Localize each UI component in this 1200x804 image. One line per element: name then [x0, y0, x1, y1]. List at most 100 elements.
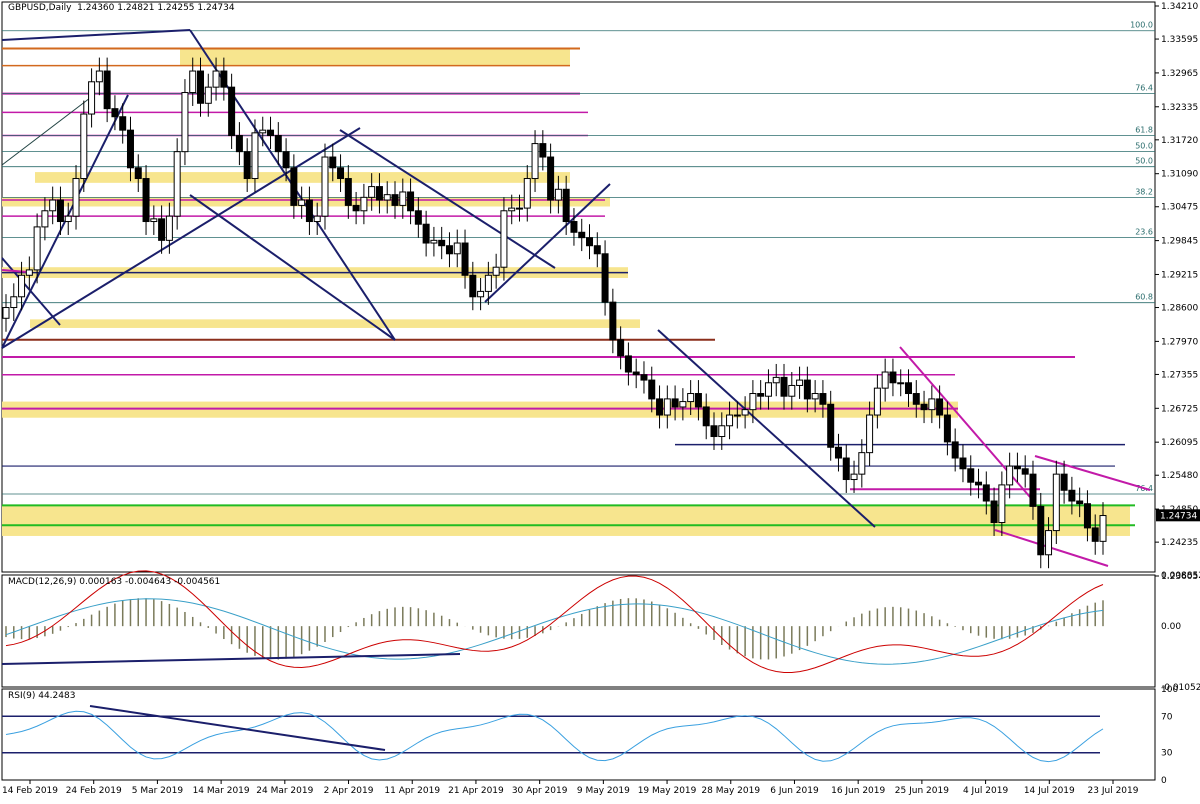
- candle-body: [150, 218, 158, 223]
- candle-body: [710, 425, 718, 438]
- fib-label-7: 60.8: [1135, 293, 1153, 302]
- candle: [1052, 460, 1060, 545]
- price-tick-label: 1.32965: [1161, 69, 1198, 79]
- fib-label-1: 76.4: [1135, 84, 1153, 93]
- candle: [663, 385, 671, 429]
- date-label: 30 Apr 2019: [512, 786, 568, 796]
- candle-body: [438, 239, 446, 247]
- candle-body: [88, 81, 96, 115]
- candle-body: [531, 143, 539, 180]
- candle: [648, 366, 656, 413]
- candle: [1021, 455, 1029, 488]
- candle-body: [827, 403, 835, 448]
- candle-body: [1037, 505, 1045, 556]
- candle: [733, 401, 741, 429]
- candle: [438, 226, 446, 260]
- candle: [189, 57, 197, 106]
- rsi-tick-label: 30: [1161, 749, 1173, 759]
- candle-body: [56, 199, 64, 223]
- candle-body: [819, 393, 827, 405]
- candle: [1037, 492, 1045, 569]
- candle-body: [103, 70, 111, 110]
- candle-body: [803, 379, 811, 400]
- candle-body: [228, 86, 236, 137]
- candle-body: [1083, 503, 1091, 529]
- price-tick-label: 1.34210: [1161, 2, 1198, 12]
- candle-body: [523, 178, 531, 209]
- candle: [1076, 487, 1084, 518]
- candle: [305, 186, 313, 235]
- candle: [181, 79, 189, 166]
- candle: [1091, 514, 1099, 555]
- candle: [422, 210, 430, 257]
- candle-body: [220, 70, 228, 88]
- candle: [617, 326, 625, 370]
- price-tick-label: 1.27355: [1161, 370, 1198, 380]
- date-label: 6 Jun 2019: [770, 786, 819, 796]
- support-zone-1: [35, 172, 570, 183]
- candle-body: [469, 274, 477, 298]
- candle: [407, 178, 415, 225]
- candle-body: [414, 210, 422, 225]
- fib-label-2: 61.8: [1135, 126, 1153, 135]
- price-tick-label: 1.24235: [1161, 538, 1198, 548]
- candle: [56, 186, 64, 235]
- candle-body: [578, 231, 586, 239]
- candle-body: [368, 186, 376, 198]
- candle: [601, 240, 609, 316]
- candle-body: [111, 108, 119, 118]
- candle-body: [920, 403, 928, 411]
- candle-body: [508, 207, 516, 212]
- candle: [49, 186, 57, 225]
- candle: [321, 143, 329, 230]
- candle-body: [897, 382, 905, 385]
- candle: [515, 194, 523, 222]
- candle: [508, 194, 516, 225]
- candle: [290, 154, 298, 219]
- macd-tick-label: -0.010529: [1161, 683, 1200, 693]
- candle-body: [407, 191, 415, 212]
- date-label: 2 Apr 2019: [324, 786, 374, 796]
- panel-frame-0: [1, 1, 1156, 573]
- candle-body: [936, 398, 944, 416]
- candle: [399, 178, 407, 219]
- price-tick-label: 1.29845: [1161, 237, 1198, 247]
- candle: [656, 385, 664, 429]
- candle: [220, 57, 228, 101]
- candle-body: [344, 178, 352, 206]
- candle: [95, 57, 103, 96]
- candle: [197, 57, 205, 117]
- candle-body: [648, 379, 656, 400]
- support-zone-4: [30, 319, 640, 328]
- candle-body: [197, 70, 205, 104]
- candle: [1029, 460, 1037, 520]
- candle: [1083, 490, 1091, 542]
- macd-trend-line: [1, 653, 461, 665]
- candle-body: [18, 274, 26, 298]
- candle-body: [1076, 500, 1084, 505]
- candle-body: [189, 70, 197, 94]
- candle: [523, 165, 531, 222]
- macd-tick-label: 0.008852: [1161, 571, 1200, 581]
- candle: [554, 175, 562, 214]
- fib-label-0: 100.0: [1130, 21, 1153, 30]
- candle-body: [321, 156, 329, 217]
- date-label: 25 Jun 2019: [895, 786, 949, 796]
- candle: [173, 138, 181, 230]
- candle-body: [251, 132, 259, 180]
- candle: [694, 380, 702, 421]
- candle-body: [850, 473, 858, 481]
- candle: [671, 385, 679, 421]
- support-zone-0: [180, 48, 570, 66]
- date-label: 5 Mar 2019: [132, 786, 184, 796]
- candle-body: [788, 384, 796, 397]
- candle-body: [772, 376, 780, 384]
- candle-body: [1060, 473, 1068, 491]
- candle: [881, 358, 889, 402]
- candle-body: [337, 167, 345, 180]
- candle-body: [243, 151, 251, 180]
- candle: [477, 277, 485, 311]
- candle: [788, 372, 796, 410]
- candle-body: [181, 92, 189, 153]
